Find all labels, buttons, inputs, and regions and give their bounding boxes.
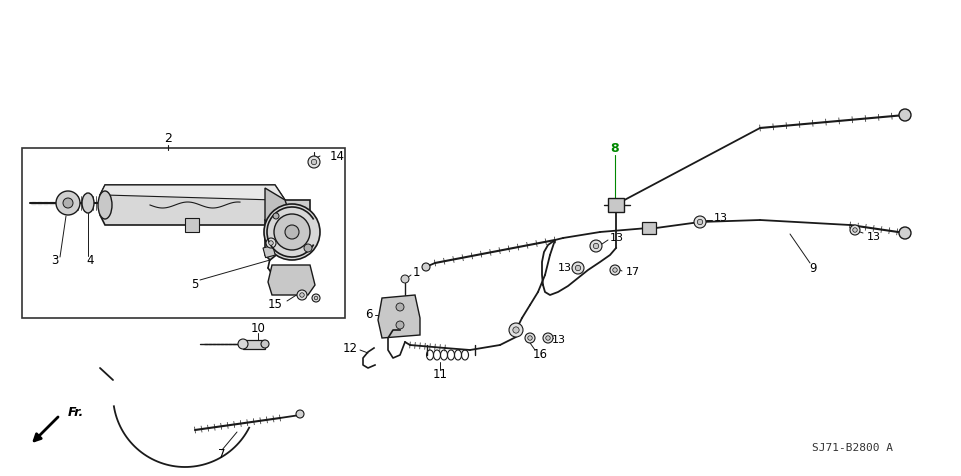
Circle shape: [266, 238, 276, 248]
Text: 1: 1: [412, 267, 420, 279]
Circle shape: [311, 159, 316, 165]
Circle shape: [263, 204, 320, 260]
Circle shape: [542, 333, 553, 343]
Text: 11: 11: [432, 368, 447, 381]
Text: 13: 13: [552, 335, 565, 345]
Circle shape: [260, 340, 269, 348]
Text: 7: 7: [218, 448, 226, 462]
Polygon shape: [264, 188, 289, 225]
Circle shape: [62, 198, 73, 208]
Ellipse shape: [98, 191, 111, 219]
Text: 13: 13: [866, 232, 880, 242]
Circle shape: [593, 243, 598, 248]
Text: Fr.: Fr.: [68, 406, 85, 418]
Circle shape: [237, 339, 248, 349]
Text: 16: 16: [532, 348, 547, 361]
Circle shape: [297, 290, 307, 300]
Text: 14: 14: [330, 149, 345, 162]
Circle shape: [422, 263, 430, 271]
Polygon shape: [268, 265, 314, 295]
Bar: [607, 198, 624, 212]
Bar: [262, 246, 275, 258]
Circle shape: [575, 265, 580, 271]
Text: 9: 9: [808, 261, 816, 275]
Text: 2: 2: [164, 131, 172, 145]
Circle shape: [899, 227, 910, 239]
Circle shape: [396, 303, 404, 311]
Text: 12: 12: [343, 341, 357, 355]
Bar: [22, 148, 345, 318]
Text: 3: 3: [51, 254, 59, 267]
Circle shape: [609, 265, 619, 275]
Circle shape: [300, 293, 304, 297]
Text: SJ71-B2800 A: SJ71-B2800 A: [811, 443, 892, 453]
Polygon shape: [100, 185, 284, 200]
Circle shape: [851, 228, 856, 232]
Circle shape: [525, 333, 534, 343]
Circle shape: [268, 241, 273, 245]
Circle shape: [528, 336, 531, 340]
Circle shape: [508, 323, 523, 337]
Circle shape: [572, 262, 583, 274]
Text: 17: 17: [626, 267, 639, 277]
Circle shape: [545, 336, 550, 340]
Circle shape: [56, 191, 80, 215]
Circle shape: [311, 294, 320, 302]
Circle shape: [612, 268, 617, 272]
Circle shape: [308, 156, 320, 168]
Circle shape: [401, 275, 408, 283]
Circle shape: [693, 216, 705, 228]
Circle shape: [697, 219, 702, 225]
Circle shape: [304, 244, 311, 252]
Bar: [185, 218, 199, 232]
Circle shape: [396, 321, 404, 329]
Text: 8: 8: [610, 141, 619, 155]
Polygon shape: [100, 185, 284, 225]
Ellipse shape: [82, 193, 94, 213]
Text: 4: 4: [86, 254, 93, 267]
Text: 13: 13: [609, 233, 624, 243]
Text: 5: 5: [191, 278, 199, 291]
Polygon shape: [264, 200, 309, 260]
Circle shape: [296, 410, 304, 418]
Circle shape: [850, 225, 859, 235]
Text: 13: 13: [713, 213, 727, 223]
Bar: [243, 340, 264, 349]
Circle shape: [284, 225, 299, 239]
Circle shape: [512, 327, 519, 333]
Text: 6: 6: [365, 308, 373, 321]
Text: 10: 10: [250, 321, 265, 335]
Bar: [641, 222, 655, 234]
Circle shape: [589, 240, 602, 252]
Circle shape: [273, 213, 279, 219]
Polygon shape: [378, 295, 420, 338]
Circle shape: [314, 296, 317, 300]
Text: 13: 13: [557, 263, 572, 273]
Circle shape: [274, 214, 309, 250]
Text: 15: 15: [268, 298, 283, 311]
Circle shape: [899, 109, 910, 121]
